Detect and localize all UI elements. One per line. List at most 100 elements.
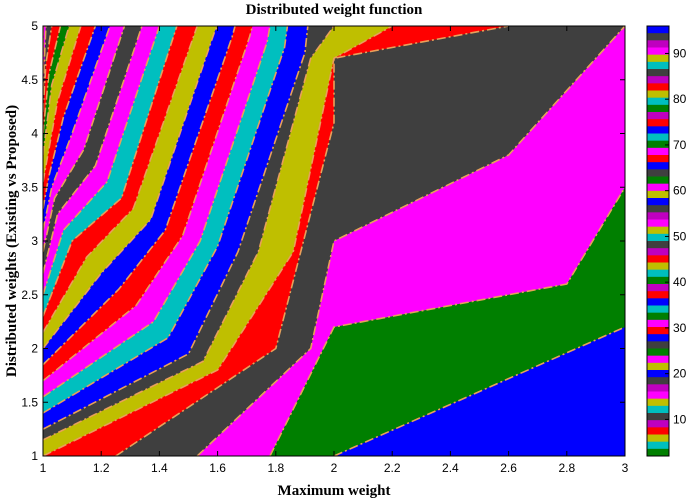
colorbar-segment bbox=[647, 147, 669, 156]
x-tick-label: 1.8 bbox=[267, 461, 284, 475]
y-tick-label: 2 bbox=[31, 342, 38, 356]
colorbar-segment bbox=[647, 413, 669, 421]
contour-line-22 bbox=[43, 26, 62, 134]
contour-line-14 bbox=[43, 26, 178, 317]
contour-line-9 bbox=[43, 26, 271, 398]
colorbar-segment bbox=[647, 448, 669, 457]
colorbar-segment bbox=[647, 140, 669, 149]
colorbar-segment bbox=[647, 427, 669, 435]
colorbar-tick-label: 50 bbox=[673, 229, 687, 243]
y-tick-label: 1.5 bbox=[21, 395, 38, 409]
colorbar-segment bbox=[647, 377, 669, 385]
colorbar-frame bbox=[646, 25, 670, 457]
colorbar-segment bbox=[647, 83, 669, 91]
colorbar-segment bbox=[647, 341, 669, 349]
colorbar-segment bbox=[647, 76, 669, 84]
colorbar-segment bbox=[647, 33, 669, 41]
colorbar-segment bbox=[647, 104, 669, 113]
colorbar-segment bbox=[647, 112, 669, 120]
colorbar-tick-label: 60 bbox=[673, 184, 687, 198]
colorbar-segment bbox=[647, 47, 669, 56]
colorbar-segment bbox=[647, 370, 669, 378]
colorbar-segment bbox=[647, 212, 669, 220]
colorbar-segment bbox=[647, 319, 669, 328]
contour-line-4 bbox=[115, 26, 509, 456]
contour-line-5 bbox=[43, 26, 393, 456]
colorbar-segment bbox=[647, 162, 669, 170]
contour-line-24 bbox=[43, 26, 47, 91]
colorbar-segment bbox=[647, 405, 669, 414]
x-tick-label: 1 bbox=[40, 461, 47, 475]
y-tick-label: 2.5 bbox=[21, 288, 38, 302]
x-tick-label: 1.4 bbox=[151, 461, 168, 475]
colorbar-segment bbox=[647, 169, 669, 177]
x-tick-label: 1.6 bbox=[209, 461, 226, 475]
contour-line-16 bbox=[43, 26, 143, 274]
contour-band-11 bbox=[43, 26, 625, 365]
contour-line-2 bbox=[269, 186, 625, 456]
x-tick-label: 2.2 bbox=[384, 461, 401, 475]
colorbar-segment bbox=[647, 269, 669, 278]
x-tick-label: 2.8 bbox=[558, 461, 575, 475]
colorbar-segment bbox=[647, 348, 669, 357]
colorbar-segment bbox=[647, 362, 669, 371]
colorbar-segment bbox=[647, 233, 669, 242]
contour-line-17 bbox=[43, 26, 126, 252]
contour-line-11 bbox=[43, 26, 236, 366]
contour-line-21 bbox=[43, 26, 70, 156]
contour-line-7 bbox=[43, 26, 309, 430]
colorbar-segment bbox=[647, 40, 669, 48]
colorbar-segment bbox=[647, 420, 669, 428]
colorbar-segment bbox=[647, 284, 669, 292]
y-axis-label: Distributed weights (Existing vs Propose… bbox=[4, 105, 20, 377]
colorbar-segment bbox=[647, 434, 669, 443]
colorbar-tick-label: 20 bbox=[673, 367, 687, 381]
x-tick-label: 2.4 bbox=[442, 461, 459, 475]
colorbar-segment bbox=[647, 198, 669, 206]
contour-line-23 bbox=[43, 26, 53, 113]
contour-line-13 bbox=[43, 26, 198, 333]
colorbar-segment bbox=[647, 119, 669, 127]
colorbar-segment bbox=[647, 384, 669, 392]
colorbar-segment bbox=[647, 391, 669, 400]
colorbar-segment bbox=[647, 262, 669, 271]
colorbar-segment bbox=[647, 97, 669, 106]
colorbar-segment bbox=[647, 54, 669, 63]
colorbar: 10 20 30 40 50 60 70 80 90 bbox=[646, 25, 687, 457]
colorbar-tick-label: 40 bbox=[673, 275, 687, 289]
y-tick-label: 4 bbox=[31, 127, 38, 141]
colorbar-tick-label: 80 bbox=[673, 92, 687, 106]
x-axis-label: Maximum weight bbox=[278, 483, 391, 499]
contour-line-8 bbox=[43, 26, 289, 414]
x-tick-label: 3 bbox=[622, 461, 629, 475]
colorbar-segment bbox=[647, 255, 669, 263]
colorbar-segment bbox=[647, 298, 669, 306]
contour-line-12 bbox=[43, 26, 219, 349]
colorbar-segment bbox=[647, 441, 669, 450]
contour-line-6 bbox=[43, 26, 335, 441]
colorbar-segment bbox=[647, 69, 669, 77]
colorbar-segment bbox=[647, 241, 669, 249]
colorbar-segment bbox=[647, 205, 669, 213]
colorbar-segment bbox=[647, 126, 669, 134]
colorbar-segment bbox=[647, 248, 669, 256]
colorbar-segment bbox=[647, 183, 669, 192]
contour-line-20 bbox=[43, 26, 82, 183]
contour-line-3 bbox=[196, 26, 625, 456]
colorbar-segment bbox=[647, 26, 669, 34]
contour-line-18 bbox=[43, 26, 111, 231]
x-axis-ticks: 1 1.2 1.4 1.6 1.8 2 2.2 2.4 2.6 2.8 3 bbox=[40, 26, 629, 475]
colorbar-segment bbox=[647, 398, 669, 407]
colorbar-segment bbox=[647, 190, 669, 199]
x-tick-label: 2 bbox=[331, 461, 338, 475]
colorbar-tick-label: 10 bbox=[673, 412, 687, 426]
colorbar-segment bbox=[647, 61, 669, 70]
y-tick-label: 3.5 bbox=[21, 180, 38, 194]
y-axis-ticks: 1 1.5 2 2.5 3 3.5 4 4.5 5 bbox=[21, 19, 625, 463]
colorbar-segment bbox=[647, 90, 669, 99]
x-tick-label: 1.2 bbox=[93, 461, 110, 475]
contour-line-19 bbox=[43, 26, 97, 209]
colorbar-tick-label: 90 bbox=[673, 46, 687, 60]
contour-band-18 bbox=[43, 26, 625, 231]
